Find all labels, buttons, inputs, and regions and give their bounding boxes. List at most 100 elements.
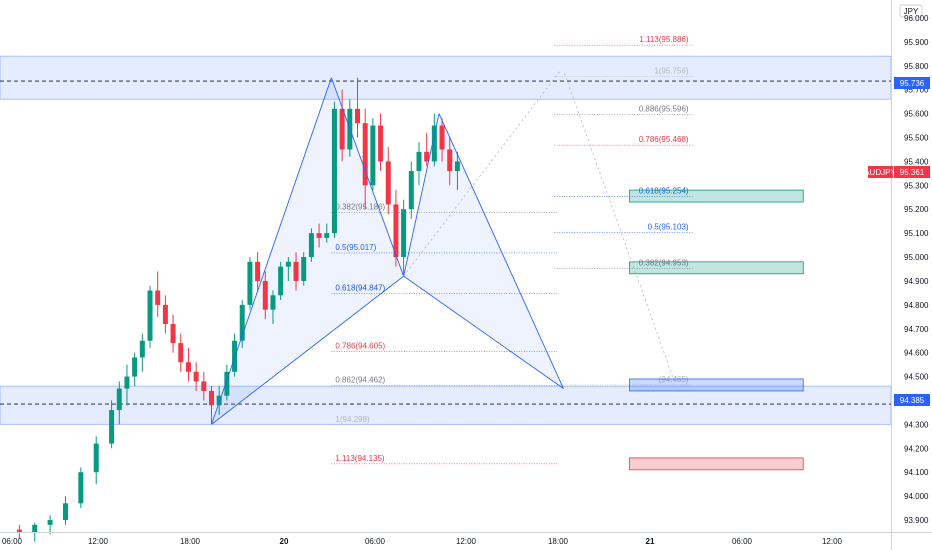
candle-body	[232, 340, 238, 372]
y-tick-label: 94.100	[904, 468, 929, 477]
price-badges: AUDJPY 95.361 95.736 94.385	[864, 77, 930, 406]
last-price-badge	[894, 166, 930, 178]
candle-body	[416, 151, 422, 171]
candle-body	[431, 125, 437, 162]
target-box-3	[629, 457, 804, 471]
candle-body	[408, 170, 414, 210]
pattern-leg-bd	[403, 275, 564, 389]
candle-body	[139, 340, 145, 358]
currency-label: JPY	[904, 7, 919, 16]
fib-label-12: 1(94.298)	[335, 415, 370, 424]
candle-body	[62, 503, 68, 521]
candle-body	[124, 376, 130, 389]
candle-body	[293, 261, 299, 281]
candles	[16, 77, 460, 542]
candle-body	[447, 149, 453, 171]
candle-body	[385, 161, 391, 205]
y-tick-label: 96.000	[904, 14, 929, 23]
y-tick-label: 94.300	[904, 420, 929, 429]
fib-label-11: 0.862(94.462)	[335, 376, 385, 385]
fib-label-14: (94.465)	[659, 375, 689, 384]
fib-label-2: 0.886(95.596)	[639, 105, 689, 114]
candle-body	[170, 323, 176, 344]
x-tick-label: 12:00	[456, 537, 477, 546]
candle-body	[355, 108, 361, 124]
harmonic-pattern-lines	[211, 70, 673, 425]
candle-body	[193, 371, 199, 382]
fib-label-1: 1(95.756)	[654, 66, 689, 75]
candle-body	[109, 410, 115, 444]
projection-line-2	[563, 70, 673, 377]
target-box-1	[629, 261, 804, 275]
y-tick-label: 95.800	[904, 62, 929, 71]
symbol-badge	[868, 166, 893, 178]
y-tick-label: 95.300	[904, 181, 929, 190]
x-tick-label: 06:00	[365, 537, 386, 546]
x-tick-label: 12:00	[88, 537, 109, 546]
fib-label-7: 0.382(95.186)	[335, 203, 385, 212]
candle-body	[270, 295, 276, 310]
y-tick-label: 95.700	[904, 86, 929, 95]
x-tick-label: 20	[280, 537, 289, 546]
harmonic-pattern-fill	[211, 77, 564, 425]
fib-label-8: 0.5(95.017)	[335, 243, 376, 252]
zones	[0, 55, 892, 425]
x-tick-label: 12:00	[822, 537, 843, 546]
last-price-label: 95.361	[900, 168, 925, 177]
candle-body	[316, 233, 322, 238]
pattern-leg-3	[438, 113, 564, 389]
time-axis: 06:00 12:00 18:00 20 06:00 12:00 18:00 21 06:00 1…	[0, 532, 932, 546]
candle-body	[208, 390, 214, 406]
y-tick-label: 94.800	[904, 301, 929, 310]
y-tick-label: 95.200	[904, 205, 929, 214]
candle-body	[324, 233, 330, 238]
price-axis: JPY 96.000 95.900 95.800 95.700 95.600 95.500…	[891, 0, 929, 550]
fib-label-6: 0.382(94.953)	[639, 258, 689, 267]
fib-label-5: 0.5(95.103)	[648, 222, 689, 231]
target-box-0	[629, 189, 804, 203]
candle-body	[278, 266, 284, 296]
y-tick-label: 94.700	[904, 325, 929, 334]
candle-body	[116, 388, 122, 411]
fib-label-9: 0.618(94.847)	[335, 284, 385, 293]
pattern-leg-0	[211, 77, 332, 425]
candle-body	[132, 357, 138, 377]
level-label-upper: 95.736	[900, 79, 925, 88]
y-tick-label: 95.100	[904, 229, 929, 238]
y-tick-label: 93.900	[904, 516, 929, 525]
target-boxes	[629, 189, 804, 471]
pattern-leg-xb	[211, 275, 404, 425]
candle-body	[439, 125, 445, 150]
candle-body	[178, 343, 184, 363]
target-box-2	[629, 378, 804, 392]
pattern-leg-1	[330, 77, 405, 277]
candle-body	[378, 125, 384, 162]
y-tick-label: 95.400	[904, 157, 929, 166]
candle-body	[401, 209, 407, 258]
fib-label-0: 1.113(95.886)	[639, 35, 689, 44]
candle-body	[339, 108, 345, 150]
projection-line-1	[403, 70, 561, 277]
candle-body	[370, 125, 376, 186]
candle-body	[262, 280, 268, 310]
fib-label-4: 0.618(95.254)	[639, 186, 689, 195]
x-tick-label: 06:00	[732, 537, 753, 546]
x-tick-label: 06:00	[2, 537, 23, 546]
zone-demand	[0, 385, 892, 425]
candle-body	[239, 304, 245, 341]
candle-body	[224, 371, 230, 396]
fib-label-13: 1.113(94.135)	[335, 454, 385, 463]
level-badge-lower	[894, 394, 930, 406]
pattern-leg-2	[403, 113, 440, 277]
currency-box	[899, 4, 923, 18]
candle-body	[155, 290, 161, 305]
x-tick-label: 18:00	[180, 537, 201, 546]
y-tick-label: 95.500	[904, 134, 929, 143]
x-tick-label: 21	[646, 537, 655, 546]
candle-body	[147, 290, 153, 341]
candle-body	[424, 151, 430, 162]
fib-label-10: 0.786(94.605)	[335, 341, 385, 350]
candle-body	[393, 204, 399, 258]
candle-body	[454, 161, 460, 171]
